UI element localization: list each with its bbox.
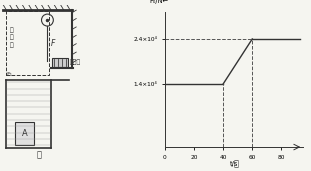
- Text: 滑
轮
组: 滑 轮 组: [10, 27, 14, 48]
- Text: 电动机: 电动机: [70, 60, 81, 65]
- Text: F: F: [50, 39, 55, 48]
- Bar: [6, 11, 49, 75]
- Y-axis label: F₀/N←: F₀/N←: [150, 0, 169, 4]
- Text: 甲: 甲: [36, 150, 41, 159]
- Text: 乙: 乙: [234, 159, 239, 168]
- Bar: [15, 122, 34, 145]
- Text: F₁: F₁: [7, 73, 13, 77]
- Text: A: A: [22, 129, 27, 138]
- Bar: [52, 58, 68, 67]
- X-axis label: t/s: t/s: [230, 161, 238, 167]
